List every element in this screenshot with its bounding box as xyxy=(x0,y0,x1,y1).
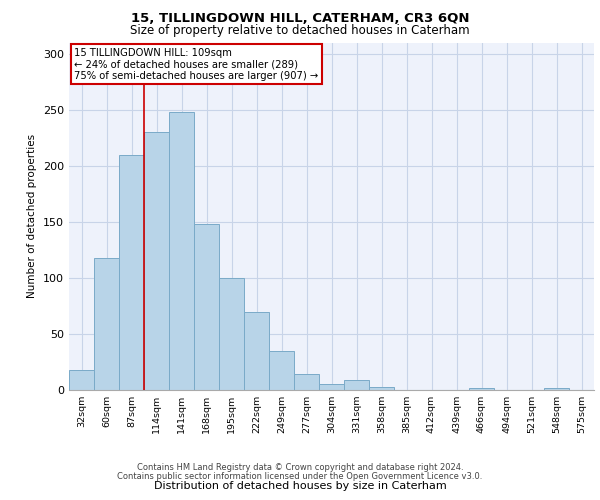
Bar xyxy=(294,374,319,390)
Text: 15 TILLINGDOWN HILL: 109sqm
← 24% of detached houses are smaller (289)
75% of se: 15 TILLINGDOWN HILL: 109sqm ← 24% of det… xyxy=(74,48,319,81)
Bar xyxy=(319,384,344,390)
Bar xyxy=(244,312,269,390)
Bar xyxy=(169,112,194,390)
Bar xyxy=(119,154,144,390)
Bar xyxy=(344,380,369,390)
Text: Contains public sector information licensed under the Open Government Licence v3: Contains public sector information licen… xyxy=(118,472,482,481)
Bar xyxy=(469,388,494,390)
Bar xyxy=(369,386,394,390)
Bar xyxy=(94,258,119,390)
Bar xyxy=(144,132,169,390)
Text: 15, TILLINGDOWN HILL, CATERHAM, CR3 6QN: 15, TILLINGDOWN HILL, CATERHAM, CR3 6QN xyxy=(131,12,469,26)
Bar xyxy=(69,370,94,390)
Bar xyxy=(194,224,219,390)
Text: Distribution of detached houses by size in Caterham: Distribution of detached houses by size … xyxy=(154,481,446,491)
Y-axis label: Number of detached properties: Number of detached properties xyxy=(28,134,37,298)
Text: Size of property relative to detached houses in Caterham: Size of property relative to detached ho… xyxy=(130,24,470,37)
Bar xyxy=(219,278,244,390)
Bar xyxy=(269,351,294,390)
Text: Contains HM Land Registry data © Crown copyright and database right 2024.: Contains HM Land Registry data © Crown c… xyxy=(137,464,463,472)
Bar xyxy=(544,388,569,390)
